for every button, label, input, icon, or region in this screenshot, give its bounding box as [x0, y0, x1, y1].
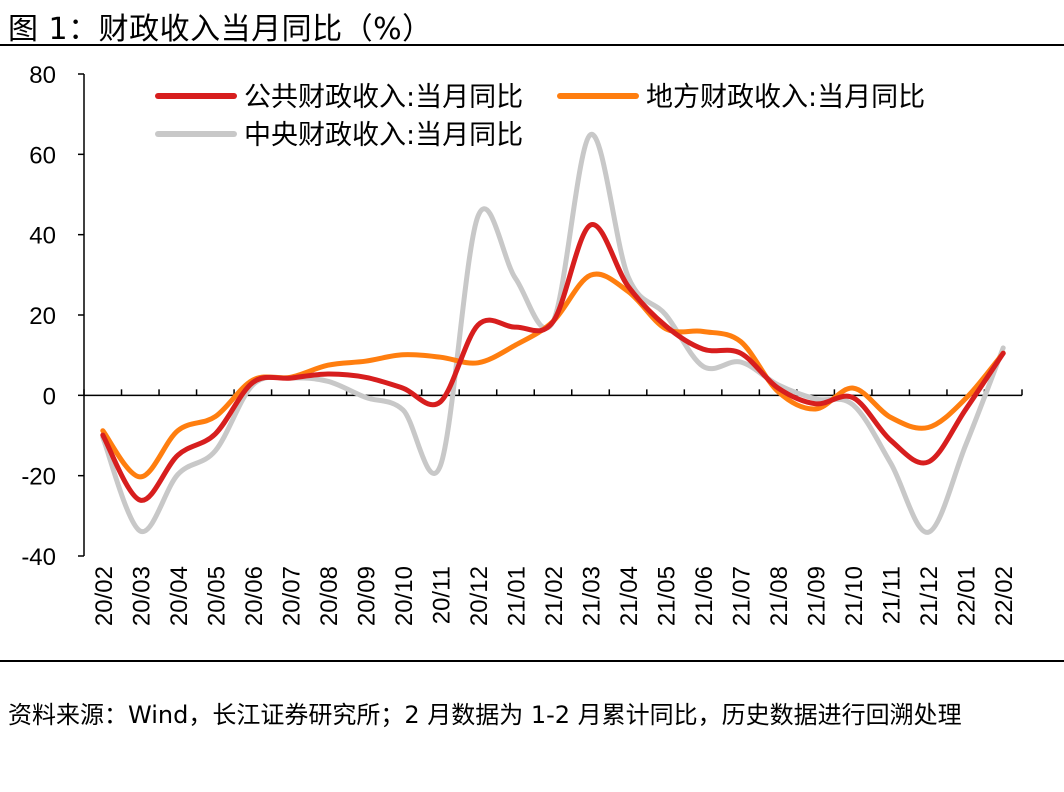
chart-title: 图 1：财政收入当月同比（%） [8, 12, 433, 47]
legend-label-2: 中央财政收入:当月同比 [244, 120, 523, 151]
y-tick-label: 80 [29, 62, 56, 89]
x-tick-label: 20/12 [466, 566, 493, 626]
source-note: 资料来源：Wind，长江证券研究所；2 月数据为 1-2 月累计同比，历史数据进… [8, 701, 962, 729]
x-tick-label: 21/02 [541, 566, 568, 626]
x-tick-label: 20/05 [203, 566, 230, 626]
bottom-rule [0, 660, 1064, 662]
y-tick-label: 40 [29, 223, 56, 250]
x-tick-label: 21/06 [691, 566, 718, 626]
x-tick-label: 21/09 [804, 566, 831, 626]
x-tick-label: 20/02 [91, 566, 118, 626]
x-tick-label: 22/01 [954, 566, 981, 626]
x-tick-label: 20/06 [241, 566, 268, 626]
x-tick-label: 21/11 [879, 566, 906, 624]
x-tick-label: 21/04 [616, 566, 643, 626]
x-tick-label: 20/04 [166, 566, 193, 626]
series-line-2 [100, 132, 1006, 535]
top-rule [0, 44, 1064, 46]
legend-label-0: 公共财政收入:当月同比 [244, 82, 523, 113]
y-tick-label: 20 [29, 303, 56, 330]
axes: -40 -20 0 20 40 60 80 20/02 20/03 20/04 20/05 20/06… [21, 62, 1023, 626]
x-tick-label: 20/03 [128, 566, 155, 626]
series-line-0 [100, 222, 1006, 503]
y-tick-label: -20 [21, 464, 56, 491]
series-line-1 [100, 271, 1006, 480]
x-tick-label: 20/10 [391, 566, 418, 626]
y-tick-label: -40 [21, 544, 56, 571]
x-tick-label: 21/01 [503, 566, 530, 626]
y-tick-label: 0 [43, 383, 56, 410]
y-tick-label: 60 [29, 142, 56, 169]
x-tick-label: 20/11 [428, 566, 455, 624]
x-tick-label: 20/07 [278, 566, 305, 626]
x-tick-label: 20/08 [316, 566, 343, 626]
chart: -40 -20 0 20 40 60 80 20/02 20/03 20/04 20/05 20/06… [21, 62, 1023, 626]
x-tick-label: 22/02 [991, 566, 1018, 626]
x-tick-label: 21/12 [916, 566, 943, 626]
series-lines [100, 132, 1006, 535]
x-tick-label: 21/03 [579, 566, 606, 626]
legend-label-1: 地方财政收入:当月同比 [646, 82, 925, 113]
x-tick-label: 20/09 [353, 566, 380, 626]
x-tick-label: 21/05 [654, 566, 681, 626]
x-tick-label: 21/07 [729, 566, 756, 626]
x-tick-label: 21/08 [766, 566, 793, 626]
x-tick-label: 21/10 [841, 566, 868, 626]
